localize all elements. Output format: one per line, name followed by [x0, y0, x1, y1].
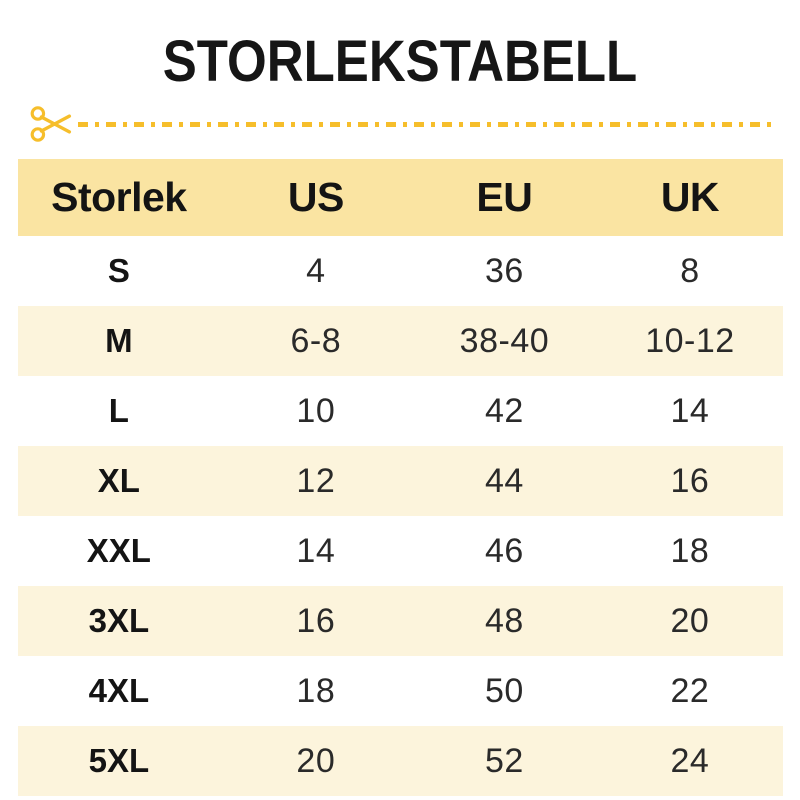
uk-value-cell: 10-12 — [645, 321, 735, 360]
eu-value-cell: 52 — [485, 741, 524, 780]
us-value-cell: 12 — [296, 461, 336, 500]
eu-value-cell: 44 — [485, 461, 524, 500]
us-value-cell: 20 — [296, 741, 336, 780]
table-header-row: Storlek US EU UK — [17, 159, 783, 236]
uk-value-cell: 20 — [670, 601, 710, 640]
us-value-cell: 10 — [296, 391, 336, 430]
size-cell: 4XL — [88, 672, 150, 709]
uk-value-cell: 16 — [670, 461, 710, 500]
eu-value-cell: 48 — [485, 601, 524, 640]
header-cell-us: US — [287, 174, 344, 220]
cut-line — [30, 101, 772, 147]
eu-value-cell: 42 — [485, 391, 524, 430]
uk-value-cell: 22 — [670, 671, 710, 710]
size-cell: M — [105, 322, 133, 359]
page-title: STORLEKSTABELL — [162, 29, 638, 94]
size-cell: XXL — [86, 532, 151, 569]
size-table: Storlek US EU UK S 4 36 8 M 6-8 38-40 10… — [17, 159, 783, 796]
us-value-cell: 4 — [306, 251, 326, 290]
header-cell-storlek: Storlek — [51, 174, 187, 220]
table-row: L 10 42 14 — [18, 376, 783, 446]
table-row: 4XL 18 50 22 — [18, 656, 783, 726]
table-row: XL 12 44 16 — [17, 446, 783, 516]
eu-value-cell: 46 — [485, 531, 524, 570]
uk-value-cell: 18 — [670, 531, 710, 570]
us-value-cell: 18 — [296, 671, 336, 710]
header-cell-eu: EU — [476, 174, 533, 220]
dashed-cut-line — [78, 121, 772, 127]
size-cell: 3XL — [88, 602, 150, 639]
eu-value-cell: 50 — [485, 671, 524, 710]
table-row: 3XL 16 48 20 — [17, 586, 783, 656]
size-cell: S — [107, 252, 130, 289]
eu-value-cell: 36 — [485, 251, 524, 290]
us-value-cell: 6-8 — [290, 321, 342, 360]
header-cell-uk: UK — [660, 174, 720, 220]
us-value-cell: 14 — [296, 531, 336, 570]
size-cell: XL — [97, 462, 140, 499]
uk-value-cell: 14 — [670, 391, 710, 430]
table-row: 5XL 20 52 24 — [17, 726, 783, 796]
table-row: S 4 36 8 — [18, 236, 783, 306]
scissors-icon — [30, 106, 72, 142]
us-value-cell: 16 — [296, 601, 336, 640]
size-cell: L — [108, 392, 129, 429]
table-row: XXL 14 46 18 — [18, 516, 783, 586]
table-row: M 6-8 38-40 10-12 — [17, 306, 783, 376]
uk-value-cell: 8 — [680, 251, 700, 290]
eu-value-cell: 38-40 — [459, 321, 550, 360]
uk-value-cell: 24 — [670, 741, 710, 780]
size-cell: 5XL — [88, 742, 150, 779]
